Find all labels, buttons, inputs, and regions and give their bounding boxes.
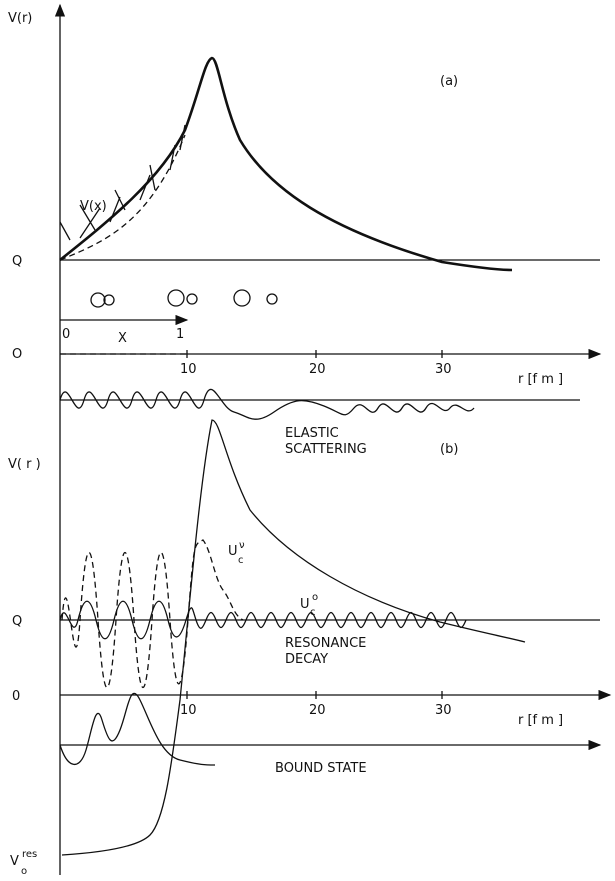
label: DECAY bbox=[285, 652, 328, 667]
label: 0 bbox=[62, 327, 70, 342]
label: U bbox=[228, 544, 238, 559]
label: r [f m ] bbox=[518, 372, 563, 387]
curves bbox=[59, 56, 526, 856]
tick-label: 10 bbox=[180, 362, 197, 377]
label: 1 bbox=[176, 327, 184, 342]
label: SCATTERING bbox=[285, 442, 367, 457]
label: res bbox=[22, 849, 37, 860]
label: (a) bbox=[440, 74, 458, 89]
label: ELASTIC bbox=[285, 426, 339, 441]
tick-label: 20 bbox=[309, 703, 326, 718]
label: X bbox=[118, 331, 127, 346]
labels: V(r) (a) Q V(x) 0 X 1 O 10 20 30 r [f m … bbox=[8, 11, 563, 877]
label: Q bbox=[12, 254, 22, 269]
label: o bbox=[312, 592, 318, 603]
tick-label: 10 bbox=[180, 703, 197, 718]
label: V bbox=[10, 854, 19, 869]
label: BOUND STATE bbox=[275, 761, 367, 776]
label: (b) bbox=[440, 442, 458, 457]
label: V(x) bbox=[80, 199, 107, 214]
label: o bbox=[21, 866, 27, 877]
label: c bbox=[238, 555, 244, 566]
label: RESONANCE bbox=[285, 636, 366, 651]
label: V( r ) bbox=[8, 457, 41, 472]
tick-label: 30 bbox=[435, 703, 452, 718]
label: r [f m ] bbox=[518, 713, 563, 728]
label: Q bbox=[12, 614, 22, 629]
label: 0 bbox=[12, 689, 20, 704]
label: U bbox=[300, 597, 310, 612]
tick-label: 30 bbox=[435, 362, 452, 377]
label: O bbox=[12, 347, 22, 362]
label: V(r) bbox=[8, 11, 32, 26]
label: ν bbox=[239, 540, 245, 551]
label: c bbox=[310, 607, 316, 618]
tick-label: 20 bbox=[309, 362, 326, 377]
